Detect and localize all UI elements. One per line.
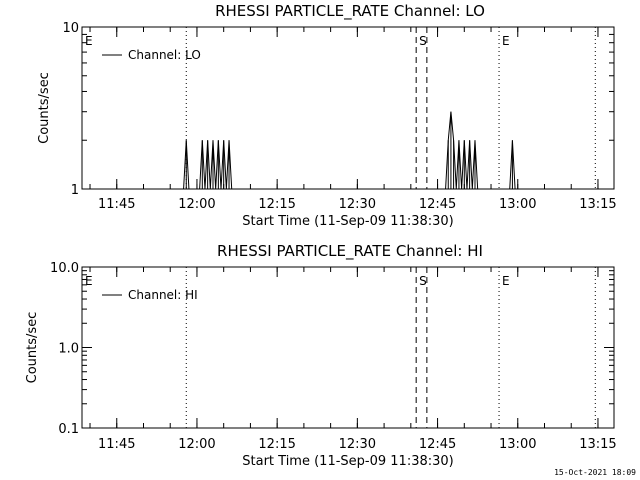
chart1-event-marker-label: E [502,34,510,48]
chart2-y-tick-label: 1.0 [58,342,79,357]
chart2-x-tick-label: 12:00 [178,437,215,452]
chart1-legend-label: Channel: LO [128,48,201,62]
chart2-x-tick-label: 11:45 [98,437,135,452]
chart1-x-axis-label: Start Time (11-Sep-09 11:38:30) [242,214,453,229]
chart1-x-tick-label: 12:15 [258,197,295,212]
chart2-y-tick-label: 0.1 [58,422,79,437]
chart1-y-tick-label: 1 [71,183,79,198]
chart1-series-line [183,111,518,190]
chart2-event-marker-label: E [502,274,510,288]
chart2-y-axis-label: Counts/sec [25,312,40,384]
chart1-x-tick-label: 13:15 [579,197,616,212]
chart1-x-tick-label: 12:45 [419,197,456,212]
chart2-event-marker-label: S [419,274,427,288]
chart1-y-axis-label: Counts/sec [37,72,52,144]
chart2-event-marker-label: E [85,274,93,288]
chart2-x-tick-label: 12:45 [419,437,456,452]
chart2-y-tick-label: 10.0 [50,261,79,276]
chart1-y-tick-label: 10 [62,21,79,36]
chart1-x-tick-label: 11:45 [98,197,135,212]
chart2-x-axis-label: Start Time (11-Sep-09 11:38:30) [242,454,453,469]
chart1-x-tick-label: 12:00 [178,197,215,212]
chart2-title: RHESSI PARTICLE_RATE Channel: HI [217,242,483,261]
chart2-legend-label: Channel: HI [128,288,198,302]
chart1-x-tick-label: 13:00 [499,197,536,212]
chart2-x-tick-label: 13:00 [499,437,536,452]
chart2-x-tick-label: 12:30 [339,437,376,452]
chart1-event-marker-label: E [85,34,93,48]
footer-timestamp: 15-Oct-2021 18:09 [554,468,636,477]
chart2-x-tick-label: 13:15 [579,437,616,452]
chart1-event-marker-label: S [419,34,427,48]
chart2-x-tick-label: 12:15 [258,437,295,452]
chart1-title: RHESSI PARTICLE_RATE Channel: LO [215,2,485,21]
chart1-x-tick-label: 12:30 [339,197,376,212]
